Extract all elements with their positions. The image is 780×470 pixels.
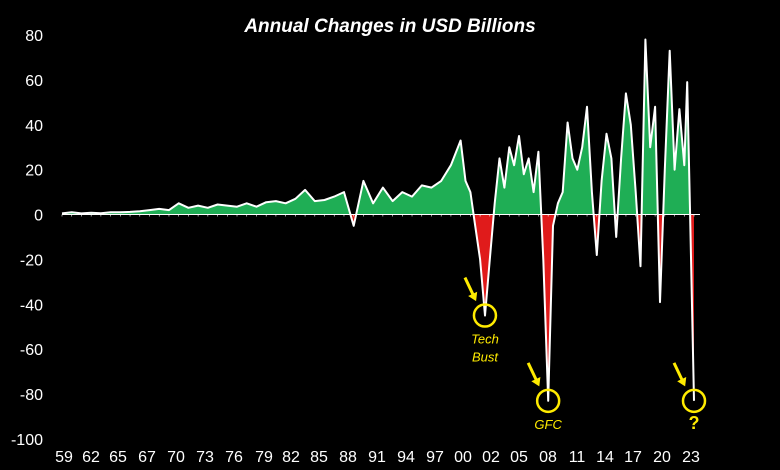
x-tick-label: 79 xyxy=(255,449,273,466)
annotations: Tech Bust GFC? xyxy=(463,276,707,433)
x-tick-label: 62 xyxy=(82,449,100,466)
y-tick-label: 20 xyxy=(25,163,43,180)
annotation-label: GFC xyxy=(534,417,562,432)
x-tick-label: 14 xyxy=(596,449,614,466)
y-tick-label: 40 xyxy=(25,118,43,135)
y-axis-tick-labels: 80 60 40 20 0 -20 -40 -60 -80 -100 xyxy=(11,28,43,449)
positive-area xyxy=(641,39,658,215)
y-tick-label: -80 xyxy=(20,387,43,404)
series-line-path xyxy=(61,38,695,402)
annotation-circle xyxy=(535,388,561,414)
x-tick-label: 91 xyxy=(368,449,386,466)
x-tick-label: 00 xyxy=(454,449,472,466)
x-tick-label: 88 xyxy=(339,449,357,466)
annotation-label: Bust xyxy=(472,350,499,365)
annotation-arrow-icon xyxy=(672,362,685,383)
y-tick-label: -40 xyxy=(20,297,43,314)
x-tick-label: 65 xyxy=(109,449,127,466)
y-tick-label: -20 xyxy=(20,252,43,269)
x-tick-label: 20 xyxy=(653,449,671,466)
x-tick-label: 73 xyxy=(196,449,214,466)
positive-area xyxy=(356,140,474,215)
x-tick-label: 70 xyxy=(167,449,185,466)
annotation-arrow-icon xyxy=(526,362,539,383)
x-tick-label: 23 xyxy=(682,449,700,466)
annotation-circle xyxy=(681,388,707,414)
x-tick-label: 02 xyxy=(482,449,500,466)
annotation-label: Tech xyxy=(471,332,499,347)
annotation-label: ? xyxy=(689,413,700,433)
x-tick-label: 97 xyxy=(426,449,444,466)
x-tick-label: 76 xyxy=(225,449,243,466)
annotation-arrow-icon xyxy=(463,276,476,298)
y-tick-label: 0 xyxy=(34,208,43,225)
positive-area xyxy=(62,189,351,215)
x-tick-label: 59 xyxy=(55,449,73,466)
x-tick-label: 67 xyxy=(138,449,156,466)
positive-area xyxy=(663,50,691,215)
x-tick-label: 11 xyxy=(569,449,586,466)
x-tick-label: 17 xyxy=(624,449,642,466)
annotation-arrowhead-icon xyxy=(677,376,687,387)
y-tick-label: 80 xyxy=(25,28,43,45)
x-tick-label: 85 xyxy=(310,449,328,466)
y-tick-label: -60 xyxy=(20,342,43,359)
x-axis-tick-labels: 59 62 65 67 70 73 76 79 82 85 88 91 94 97 00 02 05 08 11 14… xyxy=(55,449,700,466)
negative-area xyxy=(473,214,494,316)
annotation-arrowhead-icon xyxy=(468,291,478,302)
annotation-arrowhead-icon xyxy=(531,376,541,387)
positive-area xyxy=(599,133,615,215)
series-line xyxy=(61,38,695,402)
x-tick-label: 82 xyxy=(282,449,300,466)
annotation-circle xyxy=(472,303,498,328)
chart-title: Annual Changes in USD Billions xyxy=(244,16,536,37)
x-tick-label: 94 xyxy=(397,449,415,466)
x-tick-label: 08 xyxy=(539,449,557,466)
positive-area xyxy=(493,136,542,215)
positive-area xyxy=(617,93,638,215)
x-tick-label: 05 xyxy=(510,449,528,466)
y-tick-label: -100 xyxy=(11,432,43,449)
y-tick-label: 60 xyxy=(25,73,43,90)
